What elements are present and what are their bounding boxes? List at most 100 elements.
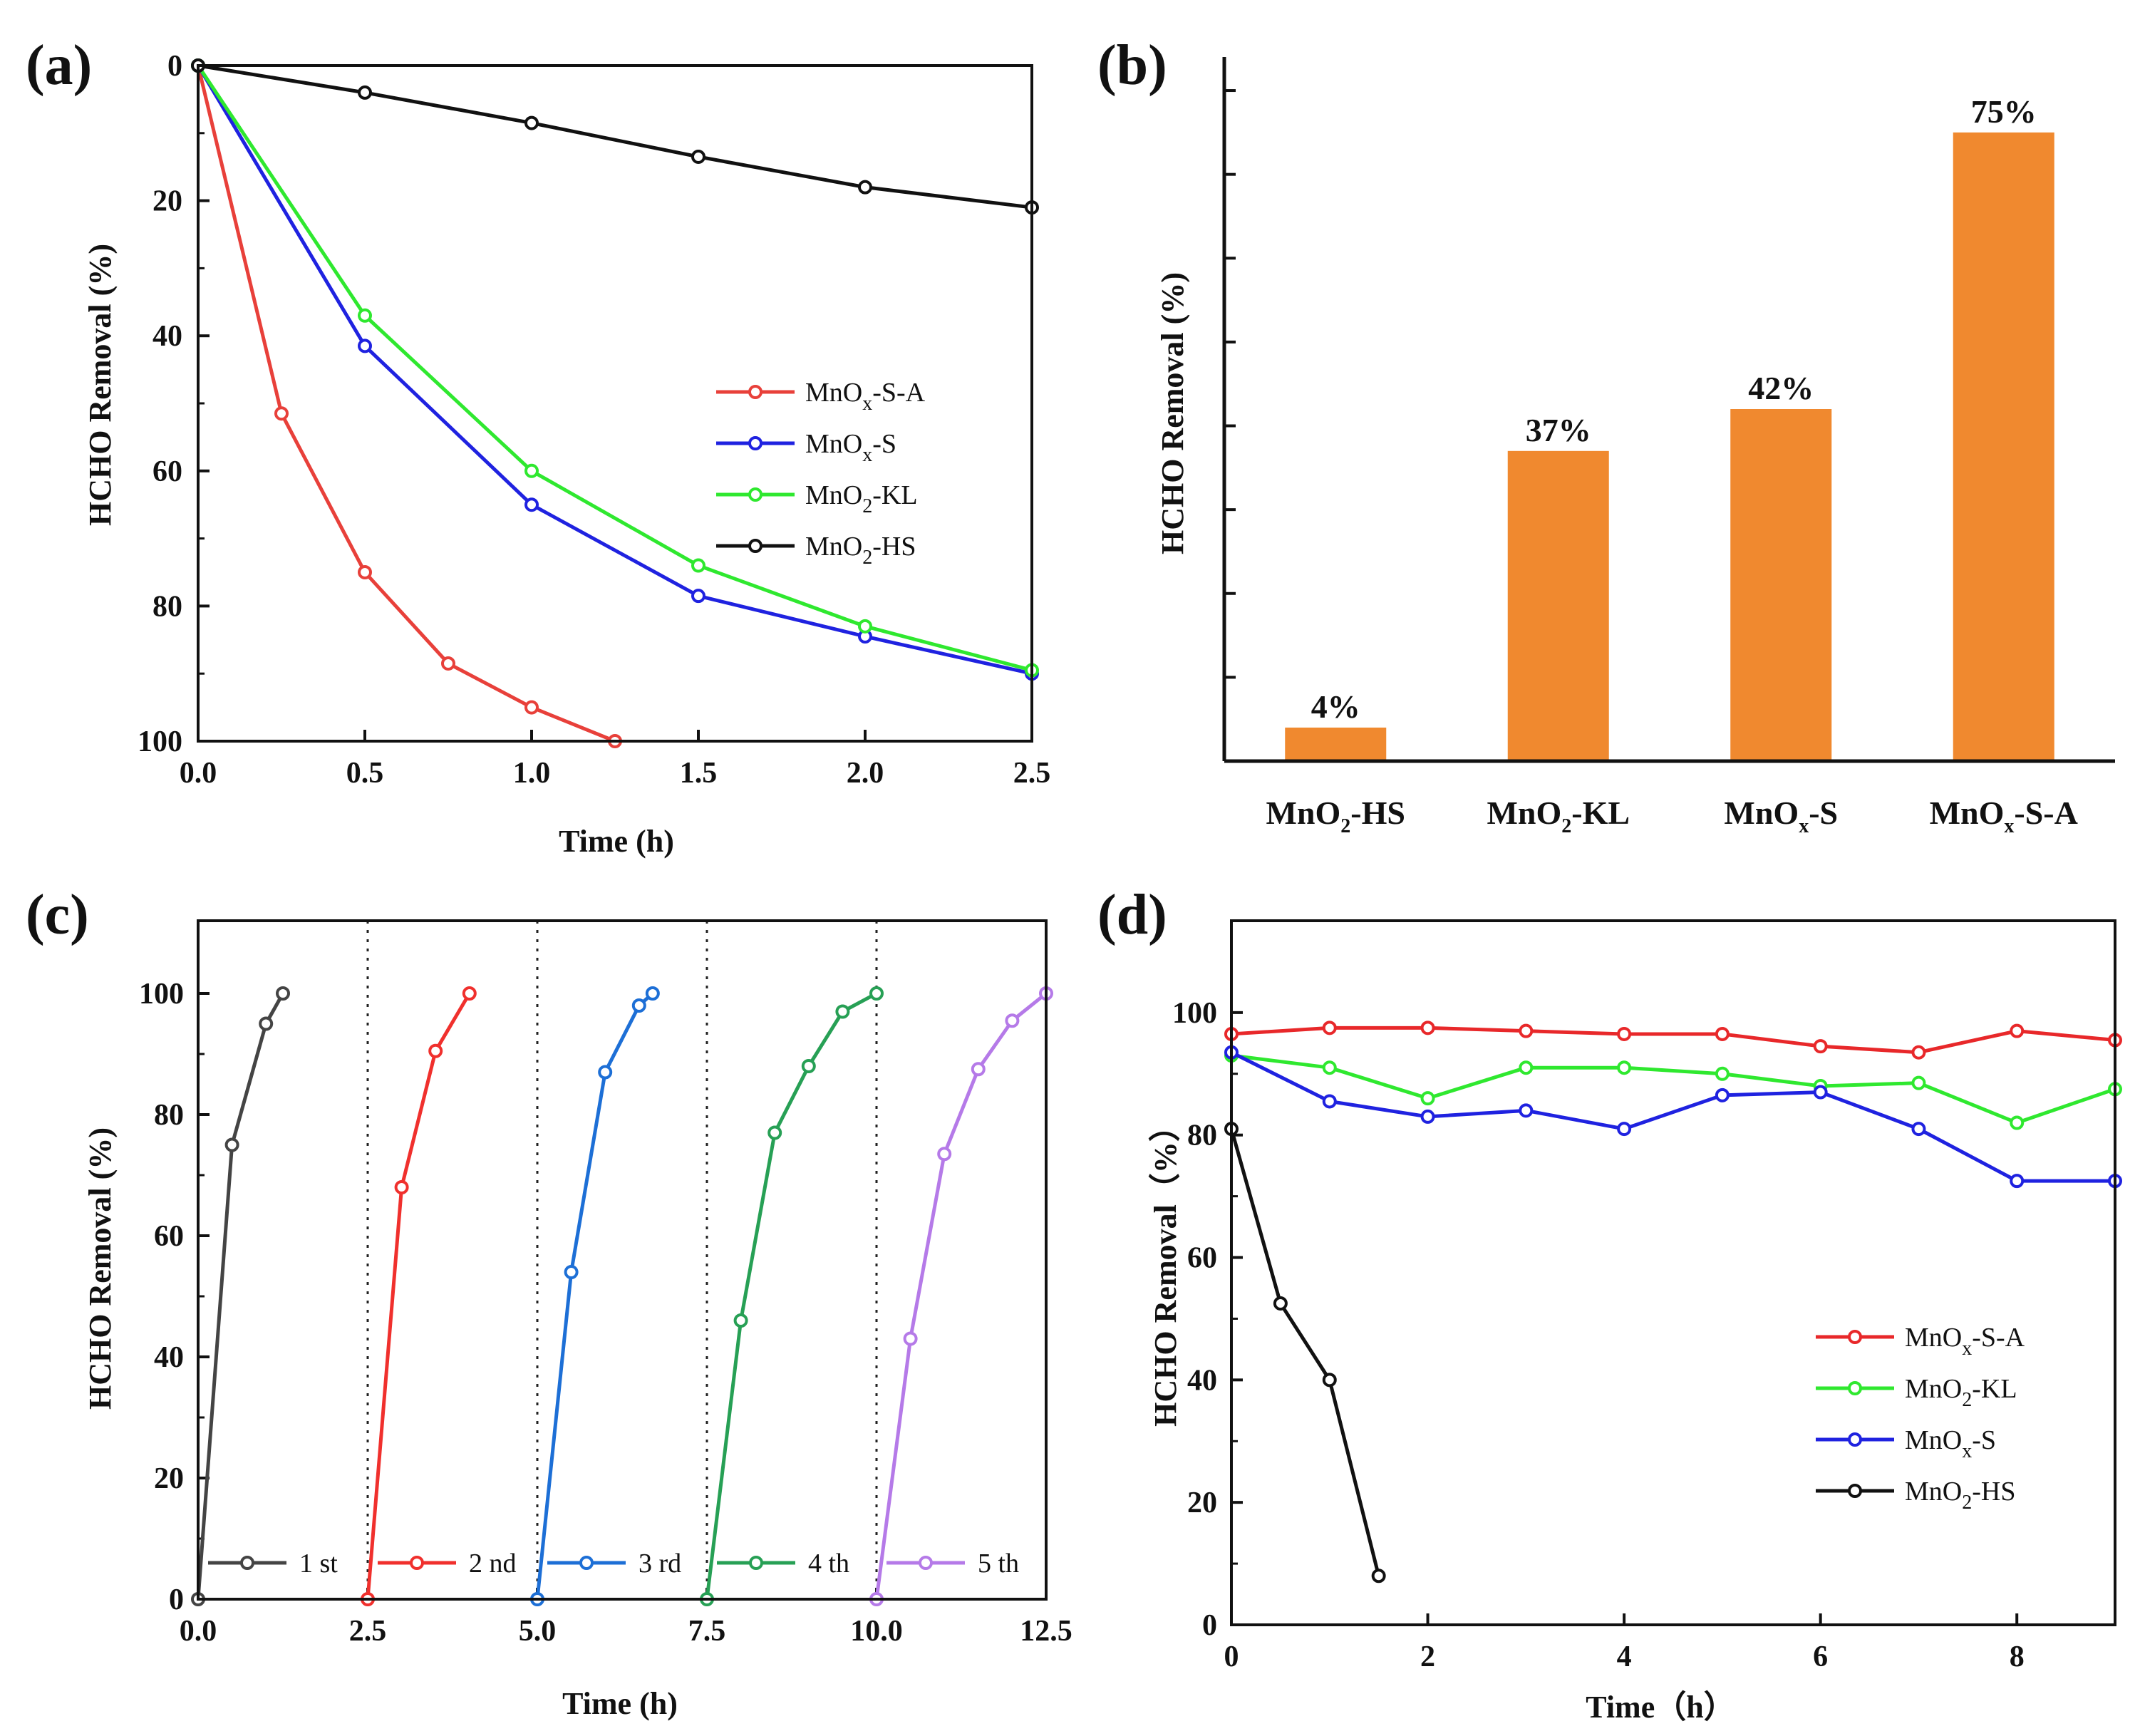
panel-b-category-label-tail: -S [1809,795,1838,831]
panel-c-series-point [1005,1013,1020,1028]
panel-a-legend-label-sub: x [862,444,872,466]
panel-d-y-axis-title: HCHO Removal（%） [1148,1110,1183,1427]
panel-d-series-point [1322,1060,1337,1075]
panel-a-legend-marker [748,539,762,553]
panel-d-legend-label: MnOx-S-A [1905,1323,2025,1360]
panel-a-series-point [358,85,372,100]
panel-d-legend-label-sub: 2 [1962,1389,1972,1411]
panel-d-legend-label: MnO2-HS [1905,1477,2015,1514]
panel-a-legend-marker [748,385,762,399]
panel-d-series-point [1420,1109,1435,1124]
panel-a-y-axis-title: HCHO Removal (%) [83,244,118,526]
panel-d-series-point [1813,1085,1828,1100]
panel-a-series-point [358,308,372,323]
panel-d-legend-label-sub: x [1962,1338,1972,1360]
panel-a-series-point [524,497,539,512]
panel-d-y-tick-label: 20 [1187,1487,1217,1519]
panel-a-x-axis-title: Time (h) [559,824,674,859]
panel-a-legend-label-sub: 2 [862,547,872,569]
panel-d-series-line-1 [1231,1025,2116,1055]
panel-b-bar [1507,450,1609,761]
panel-a-x-tick-label: 0.0 [180,757,217,790]
panel-c-series-point [971,1062,986,1077]
panel-d-series-point [1322,1094,1337,1109]
panel-a-legend-label-tail: -KL [872,480,917,510]
panel-a-plot-frame [197,64,1033,743]
panel-a-series-point [858,180,872,195]
panel-c-x-tick-label: 12.5 [1020,1615,1072,1648]
panel-c-legend-label: 1 st [299,1549,338,1579]
panel-c-series-point [224,1137,239,1152]
panel-a-series-point [858,619,872,634]
panel-c-x-tick-label: 2.5 [349,1615,387,1648]
panel-d-y-tick-label: 60 [1187,1242,1217,1275]
panel-b-category-label-sub: 2 [1561,815,1571,837]
panel-d-label: (d) [1097,884,1167,946]
panel-a-series-point [524,700,539,715]
panel-d-series-point [2010,1023,2025,1038]
panel-c-legend-marker [579,1556,594,1570]
panel-a-legend-label-tail: -HS [872,532,916,562]
panel-d-y-tick-label: 80 [1187,1120,1217,1152]
panel-c-legend-marker [919,1556,933,1570]
panel-d-legend-label-tail: -S-A [1972,1323,2025,1353]
panel-a-legend-label-sub: 2 [862,495,872,517]
panel-d-series-point [1371,1569,1386,1583]
panel-d-series-point [1420,1091,1435,1106]
panel-a-series-line-2 [196,64,1033,676]
panel-c-series-point [903,1331,918,1346]
panel-b-bar-value-label: 75% [1971,93,2037,130]
panel-b-category-label-tail: -KL [1571,795,1630,831]
panel-c-y-tick-label: 80 [154,1099,184,1132]
panel-a-series-point [691,149,705,164]
panel-d-series-point [1911,1122,1926,1137]
panel-c-legend-label: 2 nd [469,1549,517,1579]
panel-a-legend-label-sub: x [862,393,872,415]
panel-a-legend-label: MnOx-S-A [805,378,926,415]
panel-d-x-axis-title: Time（h） [1586,1690,1735,1725]
panel-a-legend-label: MnOx-S [805,429,896,466]
panel-d-legend-marker [1848,1330,1862,1344]
panel-c-series-point [394,1180,409,1194]
panel-d-x-tick-label: 0 [1224,1641,1239,1673]
panel-d-series-point [1715,1066,1730,1081]
panel-c-series-point [869,986,884,1001]
panel-a-series-point [358,565,372,579]
panel-a-y-tick-label: 20 [152,185,182,218]
panel-c-y-tick-label: 20 [154,1462,184,1495]
panel-a-label: (a) [26,34,92,97]
panel-c-series-line-2 [366,992,471,1600]
panel-c-y-tick-label: 40 [154,1341,184,1374]
panel-c-series-point [631,998,646,1013]
panel-d-series-line-2 [1231,1053,2116,1125]
panel-a-legend-label-tail: -S-A [872,378,925,408]
panel-d-series-point [2010,1174,2025,1189]
panel-d-series-point [1911,1075,1926,1090]
panel-a-series-point [524,463,539,478]
panel-b-label: (b) [1097,34,1167,97]
panel-d-series-line-4 [1229,1128,1381,1576]
panel-d-series-point [2010,1115,2025,1130]
panel-c-x-tick-label: 10.0 [850,1615,903,1648]
panel-c-series-point [598,1065,613,1080]
panel-a-legend-label: MnO2-HS [805,532,916,569]
panel-d-series-point [1911,1045,1926,1060]
panel-b-bar-value-label: 42% [1748,370,1814,406]
panel-b-bar-value-label: 37% [1526,412,1591,448]
panel-b-category-label-main: MnO [1724,795,1799,831]
panel-c-legend-marker [410,1556,424,1570]
panel-c-series-point [462,986,477,1001]
panel-d-series-point [1617,1026,1632,1041]
panel-d-legend-label-main: MnO [1905,1323,1962,1353]
panel-a-legend-marker [748,487,762,502]
panel-a-series-point [358,339,372,353]
panel-a-x-tick-label: 2.0 [847,757,884,790]
panel-d-series-point [1322,1373,1337,1388]
panel-c-y-axis-title: HCHO Removal (%) [83,1127,118,1410]
panel-d-series-point [1420,1021,1435,1035]
panel-a-legend-label: MnO2-KL [805,480,918,517]
panel-d-y-tick-label: 40 [1187,1364,1217,1397]
panel-d-series-point [1813,1039,1828,1054]
panel-b-category-label: MnO2-HS [1266,795,1405,837]
panel-a-series-line-3 [196,64,1033,672]
